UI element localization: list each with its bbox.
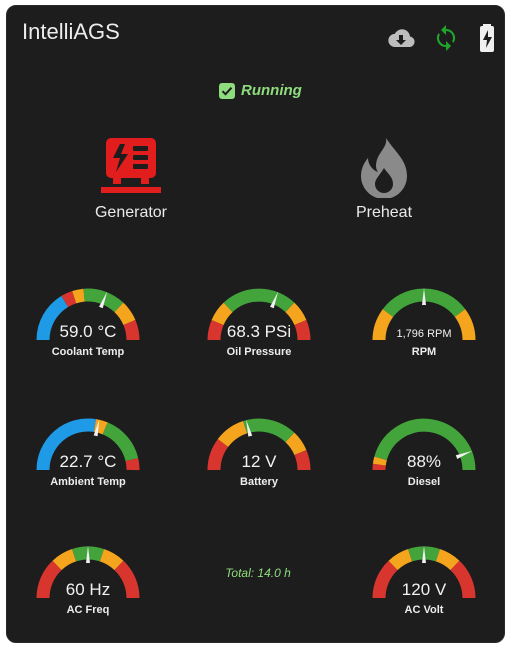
gauge-segment (294, 319, 311, 341)
gauge-segment (223, 288, 295, 313)
gauge-needle (86, 546, 90, 563)
gauge-needle (99, 291, 108, 309)
gauge-oil-pressure: 68.3 PSi Oil Pressure (204, 288, 314, 370)
gauge-needle (93, 419, 100, 437)
check-box-icon (219, 82, 235, 99)
gauge-arc (372, 288, 476, 341)
gauge-segment (211, 302, 233, 326)
gauge-battery: 12 V Battery (204, 418, 314, 500)
gauge-segment (72, 288, 85, 304)
gauge-segment (207, 319, 224, 341)
gauge-value: 88% (406, 452, 442, 471)
gauge-needle (422, 546, 426, 563)
gauge-segment (52, 549, 77, 571)
card-title: IntelliAGS (22, 19, 120, 44)
gauge-segment (102, 422, 139, 462)
gauge-label: Coolant Temp (51, 346, 125, 358)
gauge-segment (454, 309, 476, 341)
gauge-rpm: 1,796 RPM RPM (369, 288, 479, 370)
gauge-segment (450, 560, 476, 599)
gauge-needle (422, 288, 426, 305)
gauge-segment (388, 549, 413, 571)
generator-button[interactable]: Generator (66, 134, 196, 234)
gauge-segment (36, 295, 69, 341)
gauge-ambient-temp: 22.7 °C Ambient Temp (33, 418, 143, 500)
generator-label: Generator (94, 204, 168, 221)
generator-icon (101, 138, 161, 193)
status-text: Running (241, 82, 302, 99)
gauge-needle (270, 291, 279, 309)
gauge-segment (83, 288, 124, 313)
gauge-diesel: 88% Diesel (369, 418, 479, 500)
gauge-value: 68.3 PSi (226, 322, 292, 341)
gauge-needle (455, 450, 473, 459)
gauge-ac-freq: 60 Hz AC Freq (33, 546, 143, 628)
gauge-coolant-temp: 59.0 °C Coolant Temp (33, 288, 143, 370)
gauge-arc (36, 288, 140, 341)
preheat-button[interactable]: Preheat (319, 134, 449, 234)
gauge-arc (36, 546, 140, 599)
sync-icon[interactable] (430, 22, 462, 54)
gauge-value: 1,796 RPM (396, 328, 452, 340)
gauge-value: 59.0 °C (59, 322, 117, 341)
gauge-segment (294, 449, 311, 471)
gauge-segment (372, 456, 387, 466)
gauge-segment (36, 418, 97, 471)
gauge-arc (372, 546, 476, 599)
gauge-segment (372, 309, 394, 341)
gauge-segment (435, 549, 460, 571)
gauge-segment (374, 418, 476, 471)
preheat-label: Preheat (355, 204, 413, 221)
gauge-label: RPM (411, 346, 437, 358)
gauge-arc (36, 418, 140, 471)
gauge-segment (125, 458, 140, 471)
gauge-segment (114, 560, 140, 599)
intelliags-card: IntelliAGS Running Generator Preheat (6, 5, 505, 643)
gauge-value: 60 Hz (65, 580, 111, 599)
gauge-segment (217, 421, 248, 448)
gauge-label: AC Volt (404, 604, 444, 616)
gauge-value: 12 V (241, 452, 277, 471)
gauge-segment (114, 302, 136, 326)
gauge-segment (285, 302, 307, 326)
gauge-segment (207, 439, 229, 471)
gauge-segment (36, 560, 62, 599)
gauge-segment (99, 549, 124, 571)
gauge-ac-volt: 120 V AC Volt (369, 546, 479, 628)
gauge-arc (207, 288, 311, 341)
gauge-label: Oil Pressure (226, 346, 292, 358)
gauge-label: Battery (240, 476, 278, 488)
gauge-needle (246, 419, 253, 437)
gauge-value: 22.7 °C (59, 452, 117, 471)
total-runtime: Total: 14.0 h (225, 566, 291, 580)
gauge-arc (372, 418, 476, 471)
gauge-segment (61, 291, 77, 308)
gauge-segment (285, 432, 307, 456)
gauge-label: Ambient Temp (50, 476, 126, 488)
gauge-segment (243, 418, 295, 443)
gauge-arc (207, 418, 311, 471)
battery-charging-icon[interactable] (471, 22, 503, 54)
gauge-segment (123, 319, 140, 341)
gauge-value: 120 V (401, 580, 447, 599)
fire-icon (361, 138, 407, 198)
gauge-segment (93, 419, 108, 435)
gauge-segment (372, 560, 398, 599)
gauge-label: AC Freq (66, 604, 110, 616)
gauge-label: Diesel (407, 476, 441, 488)
status-indicator: Running (219, 82, 302, 99)
cloud-download-icon[interactable] (385, 22, 417, 54)
